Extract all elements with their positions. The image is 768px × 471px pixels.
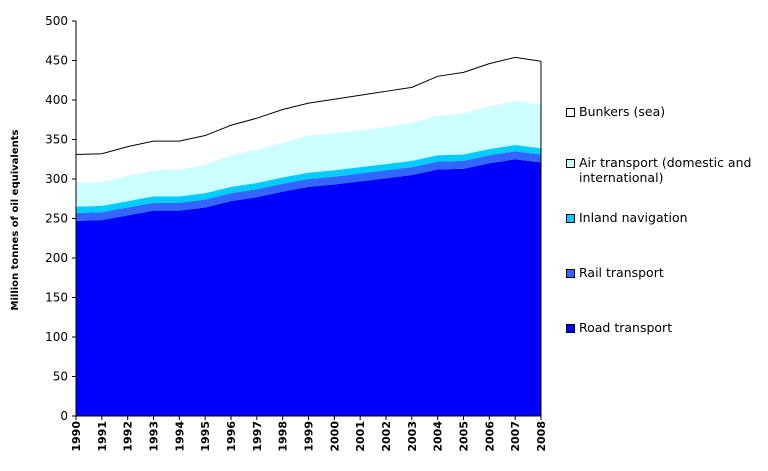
- area-air-transport-domestic-and-international: [76, 100, 541, 207]
- y-axis-label: Million tonnes of oil equivalents: [10, 129, 21, 310]
- legend-label: Bunkers (sea): [579, 104, 666, 119]
- y-tick-label: 150: [45, 291, 68, 305]
- legend-label: Air transport (domestic and internationa…: [579, 155, 752, 185]
- legend-item: Road transport: [566, 320, 768, 335]
- x-tick-label: 1991: [96, 421, 109, 452]
- legend-swatch: [566, 159, 575, 168]
- legend-label: Rail transport: [579, 265, 664, 280]
- x-tick-label: 1992: [122, 421, 135, 452]
- legend-label: Inland navigation: [579, 210, 688, 225]
- x-tick-label: 2000: [328, 421, 341, 452]
- x-tick-label: 1993: [148, 421, 161, 452]
- x-tick-label: 2004: [432, 421, 445, 452]
- total-outline: [75, 56, 542, 156]
- y-tick-label: 300: [45, 172, 68, 186]
- y-tick-label: 500: [45, 14, 68, 28]
- y-tick-label: 450: [45, 54, 68, 68]
- x-tick-label: 2005: [458, 421, 471, 452]
- legend-swatch: [566, 324, 575, 333]
- x-tick-label: 2008: [535, 421, 548, 452]
- x-tick-label: 1990: [70, 421, 83, 452]
- legend-item: Bunkers (sea): [566, 104, 768, 119]
- y-tick-label: 350: [45, 133, 68, 147]
- y-tick-label: 400: [45, 93, 68, 107]
- x-tick-label: 1999: [303, 421, 316, 452]
- x-tick-label: 2001: [354, 421, 367, 452]
- x-tick-label: 2002: [380, 421, 393, 452]
- legend-swatch: [566, 214, 575, 223]
- area-bunkers-sea: [76, 57, 541, 183]
- y-tick-label: 200: [45, 251, 68, 265]
- legend-label: Road transport: [579, 320, 673, 335]
- x-tick-label: 1997: [251, 421, 264, 452]
- y-tick-label: 250: [45, 212, 68, 226]
- legend-item: Inland navigation: [566, 210, 768, 225]
- x-tick-label: 2007: [509, 421, 522, 452]
- x-tick-label: 1995: [199, 421, 212, 452]
- legend-swatch: [566, 108, 575, 117]
- x-tick-label: 1994: [173, 421, 186, 452]
- area-rail-transport: [76, 151, 541, 221]
- area-layers: [75, 56, 542, 416]
- x-tick-label: 2003: [406, 421, 419, 452]
- legend-swatch: [566, 269, 575, 278]
- x-tick-label: 1996: [225, 421, 238, 452]
- area-road-transport: [76, 159, 541, 416]
- area-inland-navigation: [76, 145, 541, 213]
- y-tick-label: 0: [60, 409, 68, 423]
- x-tick-label: 2006: [483, 421, 496, 452]
- y-axis-ticks: 0 50 100 150 200 250 300 350 400 450 500: [45, 14, 76, 423]
- y-tick-label: 50: [53, 370, 68, 384]
- x-axis-ticks: 1990 1991 1992 1993 1994 1995 1996 1997 1998 1999…: [70, 416, 548, 452]
- y-tick-label: 100: [45, 330, 68, 344]
- legend-item: Rail transport: [566, 265, 768, 280]
- legend-item: Air transport (domestic and internationa…: [566, 155, 768, 185]
- x-tick-label: 1998: [277, 421, 290, 452]
